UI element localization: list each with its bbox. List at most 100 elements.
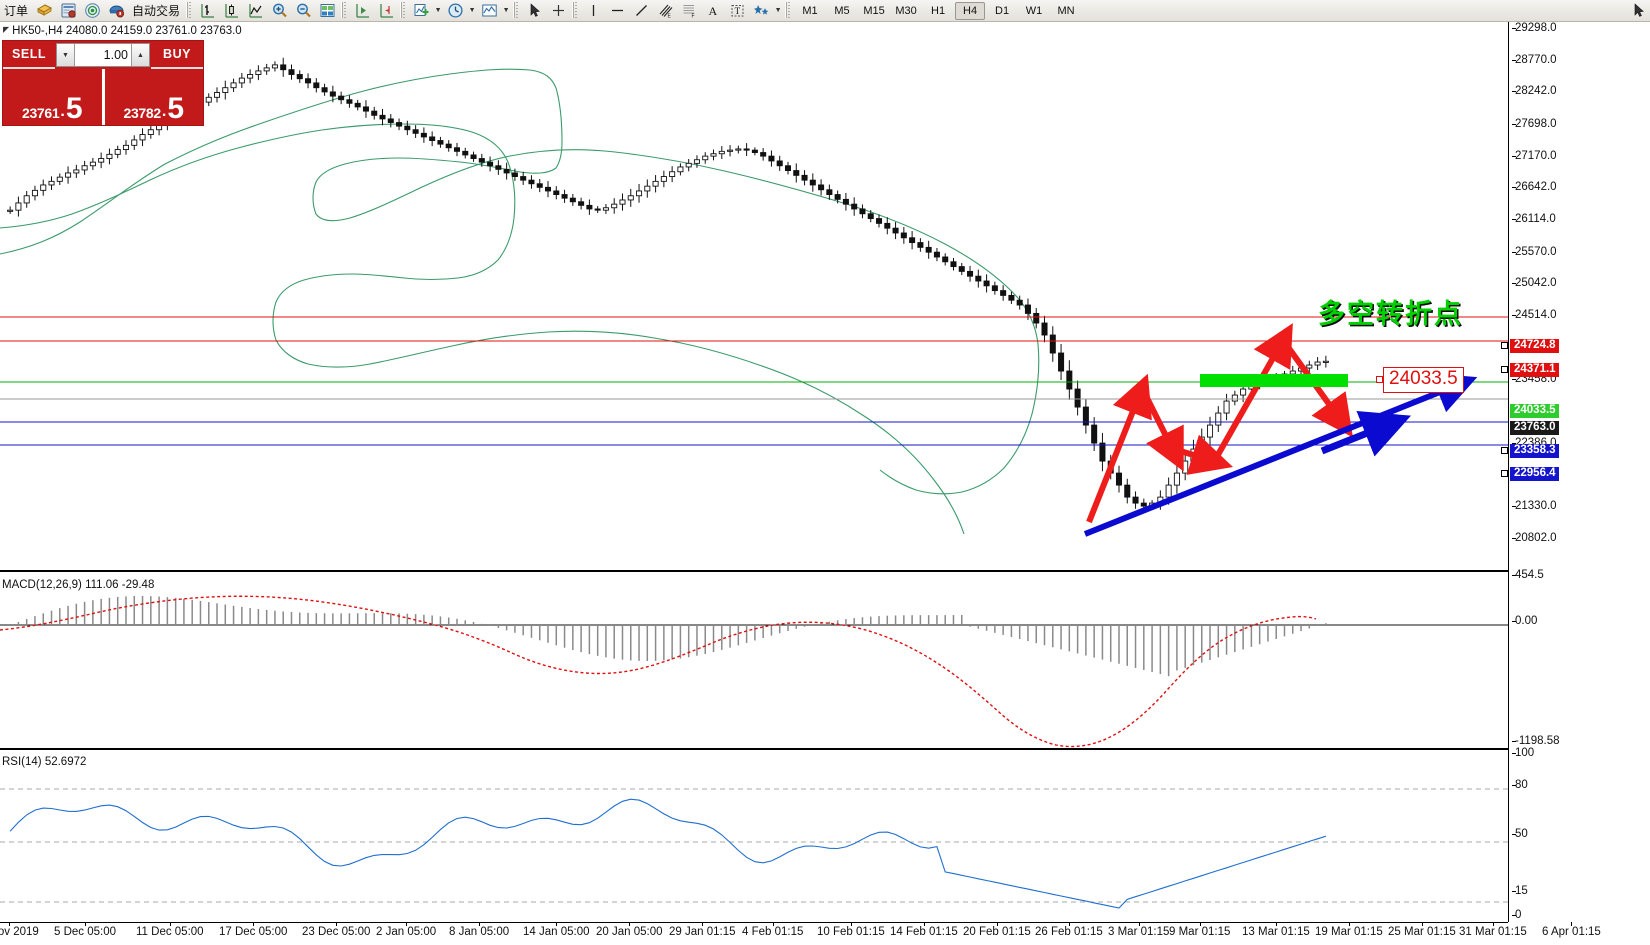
macd-pane[interactable]: MACD(12,26,9) 111.06 -29.48 [0,577,1508,750]
candle-body [669,171,676,177]
pointer-tool-icon[interactable] [1626,1,1650,21]
bar-chart-icon[interactable] [195,1,219,21]
candle-body [627,195,634,201]
timeframe-button-m30[interactable]: M30 [895,4,917,17]
volume-input[interactable]: 1.00 [75,44,131,66]
auto-scroll-icon[interactable] [350,1,374,21]
timeframe-button-h4[interactable]: H4 [955,1,986,20]
zoom-in-icon[interactable] [267,1,291,21]
timeframe-button-w1[interactable]: W1 [1025,4,1043,17]
trendline-icon[interactable] [629,1,653,21]
sell-price-display[interactable]: 23761 . 5 [3,69,105,125]
price-line-handle[interactable] [1501,366,1508,373]
time-tick-mark [1492,922,1494,926]
timeframe-button-m1[interactable]: M1 [802,4,818,17]
chart-shift-icon[interactable] [374,1,398,21]
data-window-icon[interactable] [56,1,80,21]
price-level-label[interactable]: 23358.3 [1501,444,1559,458]
timeframe-button-d1[interactable]: D1 [995,4,1010,17]
candle-body [619,199,626,205]
timeframe-button-h1[interactable]: H1 [931,4,946,17]
timeframe-button-m15[interactable]: M15 [863,4,885,17]
line-chart-icon[interactable] [243,1,267,21]
templates-icon[interactable] [477,1,501,21]
candle-body [1008,294,1015,301]
indicators-dropdown-caret[interactable]: ▼ [434,7,442,14]
price-level-value: 22956.4 [1514,467,1556,480]
price-pane[interactable]: ◤ HK50-,H4 24080.0 24159.0 23761.0 23763.… [0,22,1508,546]
volume-increment-button[interactable]: ▲ [131,44,149,66]
shapes-icon[interactable] [749,1,773,21]
time-tick-mark [1571,922,1573,926]
buy-button[interactable]: BUY [151,41,203,69]
shapes-dropdown-caret[interactable]: ▼ [774,7,782,14]
timeframe-button-m5[interactable]: M5 [834,4,850,17]
candlestick-chart-icon[interactable] [219,1,243,21]
time-tick-mark [702,922,704,926]
price-tick-label: 26114.0 [1515,213,1556,226]
time-tick-mark [1138,922,1140,926]
text-icon[interactable]: A [701,1,725,21]
zoom-out-icon[interactable] [291,1,315,21]
candle-body [89,161,96,167]
candle-body [561,194,568,199]
one-click-trading-panel[interactable]: SELL ▼ 1.00 ▲ BUY 23761 . 5 23782 [2,40,204,126]
price-tick: 29298.0 [1509,22,1557,34]
time-tick-label: 2 Jan 05:00 [376,922,436,938]
price-line-handle[interactable] [1501,470,1508,477]
periods-dropdown-caret[interactable]: ▼ [468,7,476,14]
volume-decrement-button[interactable]: ▼ [57,44,75,66]
crosshair-icon[interactable] [546,1,570,21]
navigator-icon[interactable] [80,1,104,21]
horizontal-line-icon[interactable] [605,1,629,21]
rsi-pane[interactable]: RSI(14) 52.6972 [0,754,1508,922]
price-callout-24033[interactable]: 24033.5 [1376,367,1464,393]
auto-trading-label[interactable]: 自动交易 [132,4,181,18]
timeframe-button-mn[interactable]: MN [1057,4,1075,17]
buy-price-display[interactable]: 23782 . 5 [105,69,204,125]
collapse-triangle-icon[interactable]: ◤ [3,25,10,34]
candle-body [1024,304,1031,314]
candle-body [396,122,403,127]
cursor-icon[interactable] [522,1,546,21]
price-level-label[interactable]: 24033.5 [1510,404,1559,418]
market-watch-icon[interactable] [104,1,128,21]
candle-body [553,190,560,196]
chart-canvas-area[interactable]: ◤ HK50-,H4 24080.0 24159.0 23761.0 23763.… [0,22,1650,945]
periods-icon[interactable] [443,1,467,21]
new-order-label[interactable]: 订单 [4,4,29,18]
candle-body [1165,484,1172,498]
time-tick-label: 26 Feb 01:15 [1035,922,1103,938]
vertical-line-icon[interactable] [581,1,605,21]
price-axis[interactable]: 29298.0 28770.0 28242.0 27698.0 27170.0 26642… [1501,22,1650,922]
fibonacci-retracement-icon[interactable]: F [677,1,701,21]
price-line-handle[interactable] [1501,447,1508,454]
price-level-label[interactable]: 22956.4 [1501,467,1559,481]
indicators-icon[interactable] [409,1,433,21]
price-level-label[interactable]: 24724.8 [1501,339,1559,353]
candle-body [81,165,88,171]
price-tick: 28242.0 [1509,85,1557,97]
chart-symbol-header: ◤ HK50-,H4 24080.0 24159.0 23761.0 23763.… [3,25,242,37]
candle-body [288,69,295,75]
time-tick-label: 25 Mar 01:15 [1388,922,1456,938]
new-order-icon[interactable] [32,1,56,21]
candle-body [263,67,270,72]
candle-body [586,204,593,210]
candle-body [1099,442,1106,462]
time-tick-mark [253,922,255,926]
price-level-label[interactable]: 24371.1 [1501,363,1559,377]
volume-stepper[interactable]: ▼ 1.00 ▲ [56,43,150,67]
time-tick-label: 11 Dec 05:00 [136,922,204,938]
bollinger-lower-band [0,123,965,535]
callout-anchor-handle[interactable] [1376,375,1383,383]
time-axis[interactable]: 9 Nov 2019 5 Dec 05:00 11 Dec 05:00 17 Dec … [0,922,1601,944]
price-line-handle[interactable] [1501,342,1508,349]
equidistant-channel-icon[interactable]: E [653,1,677,21]
tile-windows-icon[interactable] [315,1,339,21]
price-level-label[interactable]: 23763.0 [1510,421,1559,435]
templates-dropdown-caret[interactable]: ▼ [502,7,510,14]
text-label-icon[interactable]: T [725,1,749,21]
sell-button[interactable]: SELL [3,41,55,69]
candle-body [387,118,394,123]
